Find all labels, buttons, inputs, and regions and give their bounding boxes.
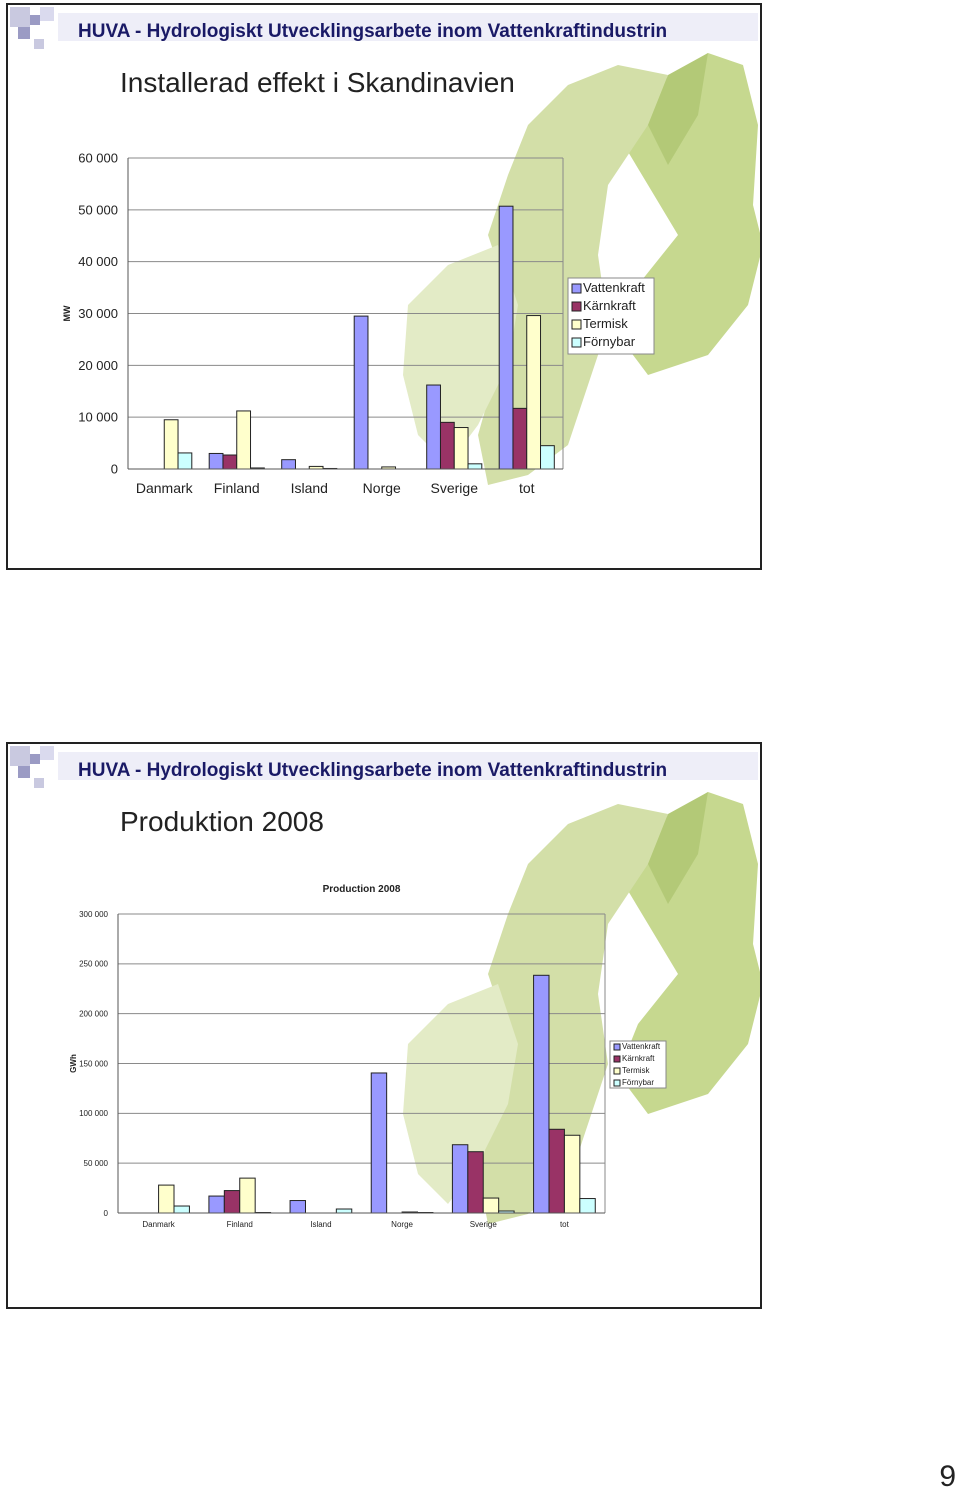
- slide-installed-capacity: HUVA - Hydrologiskt Utvecklingsarbete in…: [6, 3, 762, 570]
- legend-swatch-vattenkraft: [613, 1043, 621, 1051]
- y-tick-label: 50 000: [78, 202, 118, 217]
- bar-fornybar-danmark: [177, 452, 193, 470]
- legend-label-karnkraft: Kärnkraft: [622, 1054, 655, 1063]
- bar-karnkraft-tot: [512, 407, 528, 470]
- x-tick-label: Sverige: [431, 480, 479, 496]
- bar-termisk-danmark: [163, 419, 179, 470]
- x-tick-label: tot: [519, 480, 535, 496]
- bar-fornybar-tot: [540, 445, 555, 470]
- x-tick-label: Norge: [363, 480, 401, 496]
- legend-label-fornybar: Förnybar: [622, 1078, 654, 1087]
- bar-vattenkraft-norge: [353, 315, 369, 470]
- bar-karnkraft-sverige: [467, 1151, 484, 1214]
- bar-vattenkraft-tot: [533, 974, 550, 1214]
- chart-installed-capacity: 0 10 000 20 000 30 000 40 000 50 000 60 000 MW D…: [62, 151, 655, 496]
- bar-termisk-tot: [526, 315, 542, 470]
- legend-swatch-fornybar: [571, 337, 582, 348]
- slide2-canvas: HUVA - Hydrologiskt Utvecklingsarbete in…: [10, 746, 760, 1229]
- bar-fornybar-danmark: [173, 1205, 190, 1214]
- legend-label-vattenkraft: Vattenkraft: [622, 1042, 661, 1051]
- y-tick-label: 60 000: [78, 151, 118, 166]
- page-number: 9: [939, 1460, 956, 1493]
- bar-vattenkraft-sverige: [451, 1144, 469, 1214]
- bar-termisk-sverige: [453, 427, 469, 470]
- y-tick-label: 10 000: [78, 410, 118, 425]
- x-tick-label: Danmark: [136, 480, 194, 496]
- bar-vattenkraft-tot: [498, 205, 514, 470]
- bar-fornybar-sverige: [467, 463, 483, 470]
- slide1-heading: Installerad effekt i Skandinavien: [120, 67, 515, 98]
- bar-karnkraft-tot: [548, 1128, 565, 1214]
- y-tick-label: 0: [111, 462, 118, 477]
- x-tick-label: Norge: [391, 1220, 413, 1229]
- legend-label-termisk: Termisk: [583, 316, 628, 331]
- bar-vattenkraft-finland: [208, 1195, 225, 1214]
- bar-termisk-tot: [563, 1134, 581, 1214]
- slide1-banner-text: HUVA - Hydrologiskt Utvecklingsarbete in…: [78, 21, 667, 42]
- y-tick-label: 30 000: [78, 306, 118, 321]
- y-tick-label: 250 000: [79, 960, 108, 969]
- x-tick-label: Sverige: [470, 1220, 498, 1229]
- bar-karnkraft-finland: [223, 1190, 241, 1214]
- bar-fornybar-tot: [579, 1198, 596, 1214]
- bar-karnkraft-finland: [222, 454, 238, 470]
- chart-title: Production 2008: [323, 884, 401, 895]
- y-tick-label: 150 000: [79, 1059, 108, 1068]
- x-tick-label: Island: [291, 480, 328, 496]
- bar-termisk-sverige: [482, 1197, 500, 1214]
- legend: Vattenkraft Kärnkraft Termisk Förnybar: [567, 277, 655, 355]
- y-axis-label: GWh: [69, 1054, 78, 1073]
- legend-label-vattenkraft: Vattenkraft: [583, 280, 645, 295]
- bar-termisk-danmark: [158, 1184, 175, 1214]
- y-tick-label: 100 000: [79, 1109, 108, 1118]
- y-tick-label: 0: [104, 1209, 109, 1218]
- bar-vattenkraft-island: [281, 459, 296, 470]
- slide-production-2008: HUVA - Hydrologiskt Utvecklingsarbete in…: [6, 742, 762, 1309]
- bar-vattenkraft-island: [289, 1200, 306, 1214]
- legend-swatch-karnkraft: [571, 301, 582, 312]
- y-tick-label: 20 000: [78, 358, 118, 373]
- bar-fornybar-island: [335, 1208, 353, 1214]
- slide2-banner-text: HUVA - Hydrologiskt Utvecklingsarbete in…: [78, 760, 667, 781]
- y-tick-label: 200 000: [79, 1009, 108, 1018]
- legend-swatch-fornybar: [613, 1079, 621, 1087]
- y-tick-label: 40 000: [78, 254, 118, 269]
- x-tick-label: Finland: [214, 480, 260, 496]
- legend-swatch-karnkraft: [613, 1055, 621, 1063]
- y-tick-label: 50 000: [84, 1159, 109, 1168]
- bar-vattenkraft-finland: [208, 452, 224, 470]
- legend-swatch-vattenkraft: [571, 283, 582, 294]
- legend-box: [567, 277, 655, 355]
- x-tick-label: Finland: [227, 1220, 253, 1229]
- bar-vattenkraft-sverige: [426, 384, 441, 470]
- y-tick-label: 300 000: [79, 910, 108, 919]
- slide1-canvas: HUVA - Hydrologiskt Utvecklingsarbete in…: [10, 7, 760, 496]
- bar-termisk-finland: [239, 1177, 256, 1214]
- legend: Vattenkraft Kärnkraft Termisk Förnybar: [609, 1040, 667, 1089]
- slide1-banner: HUVA - Hydrologiskt Utvecklingsarbete in…: [10, 7, 758, 49]
- slide2-banner: HUVA - Hydrologiskt Utvecklingsarbete in…: [10, 746, 758, 788]
- legend-label-karnkraft: Kärnkraft: [583, 298, 636, 313]
- x-tick-label: Danmark: [142, 1220, 175, 1229]
- legend-swatch-termisk: [571, 319, 582, 330]
- legend-label-fornybar: Förnybar: [583, 334, 636, 349]
- x-tick-label: tot: [560, 1220, 570, 1229]
- slide2-heading: Produktion 2008: [120, 806, 324, 837]
- legend-swatch-termisk: [613, 1067, 621, 1075]
- legend-label-termisk: Termisk: [622, 1066, 651, 1075]
- bar-termisk-finland: [236, 410, 252, 470]
- y-axis-label: MW: [62, 305, 72, 321]
- chart-production-2008: 0 50 000 100 000 150 000 200 000 250 000 300 0…: [69, 884, 667, 1229]
- bar-karnkraft-sverige: [439, 421, 455, 470]
- scandinavia-map-background: [403, 53, 760, 485]
- x-tick-label: Island: [310, 1220, 331, 1229]
- bar-vattenkraft-norge: [370, 1072, 388, 1214]
